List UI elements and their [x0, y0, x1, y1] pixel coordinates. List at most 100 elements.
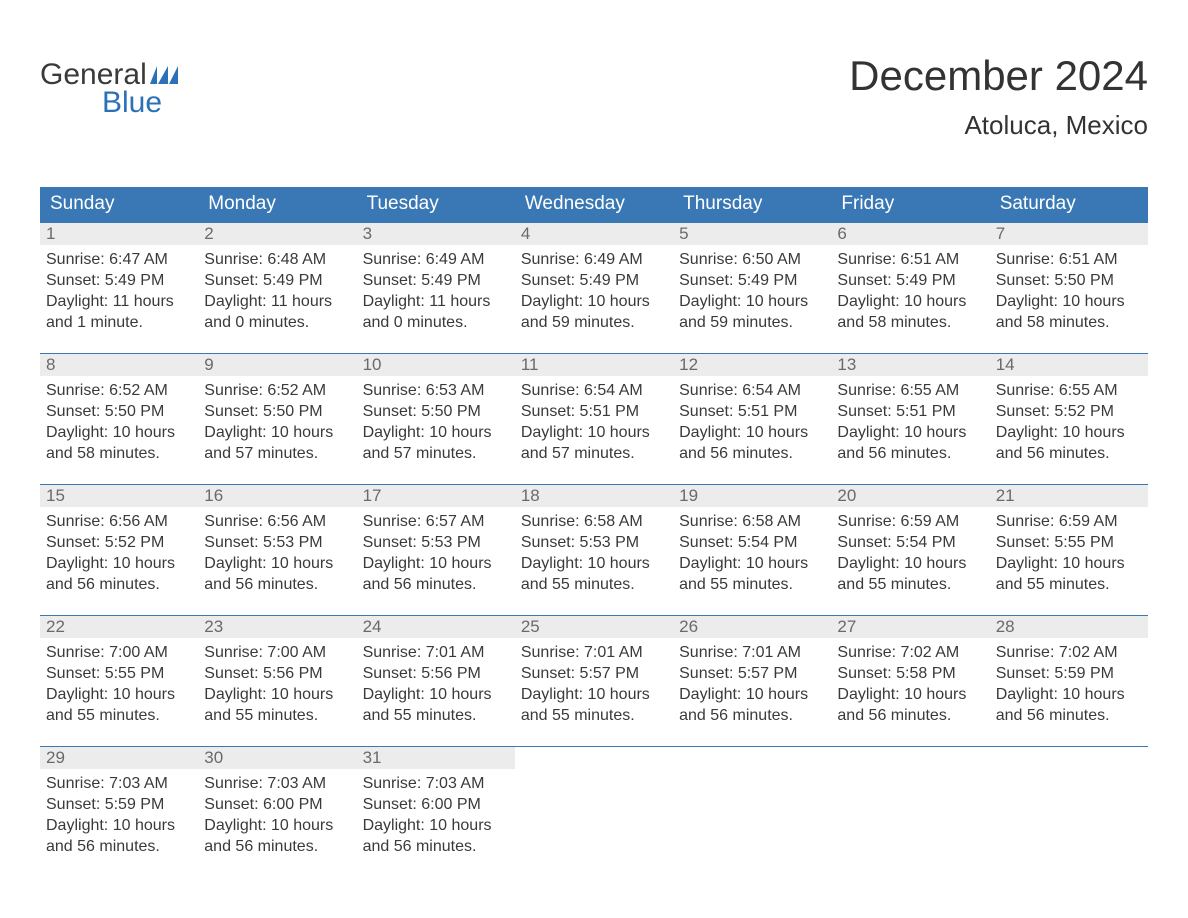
daylight1-line: Daylight: 11 hours [363, 291, 509, 312]
day-number: 24 [357, 616, 515, 638]
daylight2-line: and 1 minute. [46, 312, 192, 333]
sunrise-line: Sunrise: 7:01 AM [679, 642, 825, 663]
day-number: 17 [357, 485, 515, 507]
sunset-line: Sunset: 5:50 PM [46, 401, 192, 422]
daylight1-line: Daylight: 10 hours [996, 291, 1142, 312]
sunrise-line: Sunrise: 6:59 AM [996, 511, 1142, 532]
daylight1-line: Daylight: 10 hours [679, 291, 825, 312]
cell-body: Sunrise: 6:54 AMSunset: 5:51 PMDaylight:… [673, 376, 831, 470]
cell-body: Sunrise: 6:56 AMSunset: 5:52 PMDaylight:… [40, 507, 198, 601]
daylight1-line: Daylight: 10 hours [521, 553, 667, 574]
day-number: 12 [673, 354, 831, 376]
daylight2-line: and 56 minutes. [837, 443, 983, 464]
calendar-cell: 18Sunrise: 6:58 AMSunset: 5:53 PMDayligh… [515, 485, 673, 615]
day-number: 14 [990, 354, 1148, 376]
sunrise-line: Sunrise: 7:03 AM [363, 773, 509, 794]
sunrise-line: Sunrise: 6:58 AM [679, 511, 825, 532]
sunrise-line: Sunrise: 6:51 AM [837, 249, 983, 270]
sunrise-line: Sunrise: 7:00 AM [46, 642, 192, 663]
daylight2-line: and 57 minutes. [363, 443, 509, 464]
logo: General Blue [40, 58, 178, 120]
calendar-cell: 29Sunrise: 7:03 AMSunset: 5:59 PMDayligh… [40, 747, 198, 877]
calendar-cell: 2Sunrise: 6:48 AMSunset: 5:49 PMDaylight… [198, 223, 356, 353]
sunrise-line: Sunrise: 6:54 AM [679, 380, 825, 401]
cell-body: Sunrise: 6:59 AMSunset: 5:55 PMDaylight:… [990, 507, 1148, 601]
calendar-cell: 9Sunrise: 6:52 AMSunset: 5:50 PMDaylight… [198, 354, 356, 484]
cell-body: Sunrise: 6:50 AMSunset: 5:49 PMDaylight:… [673, 245, 831, 339]
calendar-cell: 4Sunrise: 6:49 AMSunset: 5:49 PMDaylight… [515, 223, 673, 353]
calendar-cell: 1Sunrise: 6:47 AMSunset: 5:49 PMDaylight… [40, 223, 198, 353]
sunrise-line: Sunrise: 7:03 AM [46, 773, 192, 794]
daylight1-line: Daylight: 10 hours [363, 684, 509, 705]
day-number: 2 [198, 223, 356, 245]
day-number: 30 [198, 747, 356, 769]
sunrise-line: Sunrise: 6:51 AM [996, 249, 1142, 270]
daylight2-line: and 55 minutes. [679, 574, 825, 595]
col-saturday: Saturday [990, 187, 1148, 222]
sunset-line: Sunset: 5:58 PM [837, 663, 983, 684]
daylight2-line: and 58 minutes. [46, 443, 192, 464]
daylight1-line: Daylight: 10 hours [204, 553, 350, 574]
daylight1-line: Daylight: 10 hours [837, 553, 983, 574]
day-number: 13 [831, 354, 989, 376]
daylight1-line: Daylight: 10 hours [679, 684, 825, 705]
daylight1-line: Daylight: 10 hours [363, 815, 509, 836]
daylight1-line: Daylight: 10 hours [363, 422, 509, 443]
day-number: 23 [198, 616, 356, 638]
sunset-line: Sunset: 5:49 PM [679, 270, 825, 291]
cell-body: Sunrise: 6:48 AMSunset: 5:49 PMDaylight:… [198, 245, 356, 339]
daylight1-line: Daylight: 10 hours [46, 815, 192, 836]
daylight2-line: and 56 minutes. [204, 574, 350, 595]
day-number: 11 [515, 354, 673, 376]
daylight2-line: and 55 minutes. [521, 705, 667, 726]
calendar-cell: 14Sunrise: 6:55 AMSunset: 5:52 PMDayligh… [990, 354, 1148, 484]
calendar-cell: 7Sunrise: 6:51 AMSunset: 5:50 PMDaylight… [990, 223, 1148, 353]
calendar-cell: 30Sunrise: 7:03 AMSunset: 6:00 PMDayligh… [198, 747, 356, 877]
sunset-line: Sunset: 5:49 PM [46, 270, 192, 291]
sunset-line: Sunset: 5:54 PM [837, 532, 983, 553]
calendar-cell: 25Sunrise: 7:01 AMSunset: 5:57 PMDayligh… [515, 616, 673, 746]
daylight1-line: Daylight: 10 hours [521, 684, 667, 705]
sunrise-line: Sunrise: 7:01 AM [521, 642, 667, 663]
sunset-line: Sunset: 6:00 PM [363, 794, 509, 815]
calendar-cell: 21Sunrise: 6:59 AMSunset: 5:55 PMDayligh… [990, 485, 1148, 615]
day-number: 3 [357, 223, 515, 245]
sunrise-line: Sunrise: 6:57 AM [363, 511, 509, 532]
day-number: 20 [831, 485, 989, 507]
sunset-line: Sunset: 5:52 PM [46, 532, 192, 553]
daylight2-line: and 55 minutes. [46, 705, 192, 726]
calendar-cell: 28Sunrise: 7:02 AMSunset: 5:59 PMDayligh… [990, 616, 1148, 746]
cell-body: Sunrise: 6:55 AMSunset: 5:51 PMDaylight:… [831, 376, 989, 470]
cell-body: Sunrise: 6:52 AMSunset: 5:50 PMDaylight:… [198, 376, 356, 470]
day-number: 15 [40, 485, 198, 507]
sunrise-line: Sunrise: 7:03 AM [204, 773, 350, 794]
day-number: 18 [515, 485, 673, 507]
sunrise-line: Sunrise: 7:01 AM [363, 642, 509, 663]
col-thursday: Thursday [673, 187, 831, 222]
daylight2-line: and 56 minutes. [679, 705, 825, 726]
day-number: 29 [40, 747, 198, 769]
calendar-cell: 13Sunrise: 6:55 AMSunset: 5:51 PMDayligh… [831, 354, 989, 484]
cell-body: Sunrise: 6:59 AMSunset: 5:54 PMDaylight:… [831, 507, 989, 601]
daylight2-line: and 55 minutes. [837, 574, 983, 595]
cell-body: Sunrise: 6:49 AMSunset: 5:49 PMDaylight:… [357, 245, 515, 339]
sunset-line: Sunset: 5:50 PM [363, 401, 509, 422]
cell-body: Sunrise: 7:02 AMSunset: 5:59 PMDaylight:… [990, 638, 1148, 732]
day-number: 26 [673, 616, 831, 638]
daylight2-line: and 59 minutes. [521, 312, 667, 333]
daylight2-line: and 58 minutes. [837, 312, 983, 333]
flag-icon [150, 66, 178, 84]
calendar-cell: 27Sunrise: 7:02 AMSunset: 5:58 PMDayligh… [831, 616, 989, 746]
daylight1-line: Daylight: 10 hours [363, 553, 509, 574]
sunset-line: Sunset: 5:56 PM [204, 663, 350, 684]
day-number: 25 [515, 616, 673, 638]
cell-body: Sunrise: 6:58 AMSunset: 5:54 PMDaylight:… [673, 507, 831, 601]
sunrise-line: Sunrise: 6:52 AM [204, 380, 350, 401]
sunset-line: Sunset: 5:52 PM [996, 401, 1142, 422]
calendar-cell: 3Sunrise: 6:49 AMSunset: 5:49 PMDaylight… [357, 223, 515, 353]
daylight2-line: and 56 minutes. [363, 574, 509, 595]
cell-body: Sunrise: 7:03 AMSunset: 6:00 PMDaylight:… [357, 769, 515, 863]
calendar: Sunday Monday Tuesday Wednesday Thursday… [40, 187, 1148, 877]
calendar-cell: 17Sunrise: 6:57 AMSunset: 5:53 PMDayligh… [357, 485, 515, 615]
cell-body: Sunrise: 7:02 AMSunset: 5:58 PMDaylight:… [831, 638, 989, 732]
